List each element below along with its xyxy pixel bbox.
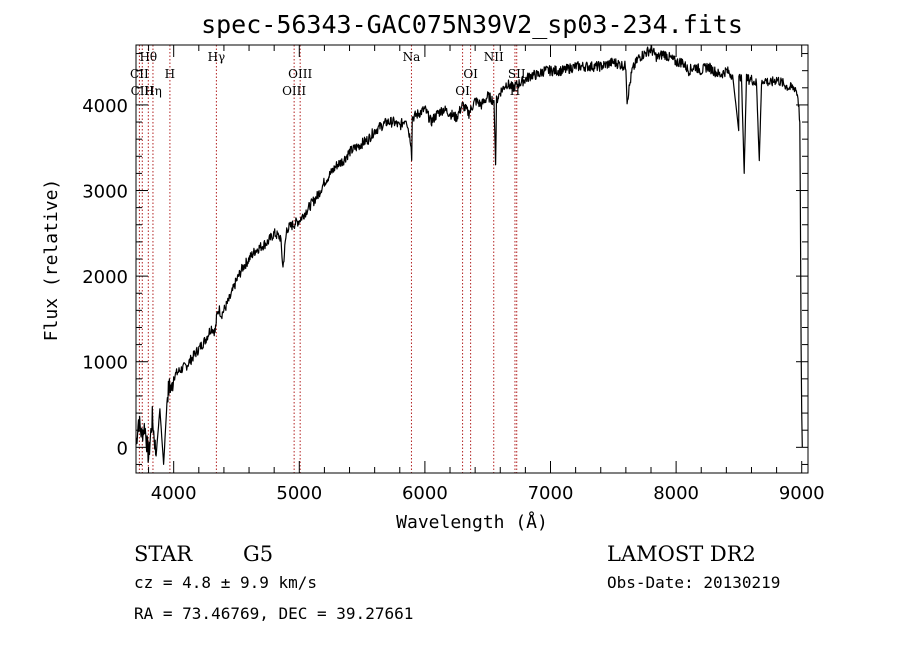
x-axis-label: Wavelength (Å) (396, 511, 548, 533)
spectral-line-label: Hγ (208, 50, 226, 64)
spectral-line-label: OI (455, 84, 470, 98)
y-tick-label: 3000 (82, 182, 128, 203)
sky-coordinates: RA = 73.46769, DEC = 39.27661 (134, 604, 413, 623)
object-class: STAR (134, 542, 193, 566)
y-axis-ticks: 0 1000 2000 3000 4000 (82, 53, 808, 465)
x-tick-label: 9000 (779, 483, 825, 504)
survey-name: LAMOST DR2 (607, 542, 756, 566)
spectral-line-label: OI (463, 67, 478, 81)
spectral-line-label: OIII (282, 84, 306, 98)
x-tick-label: 8000 (653, 483, 699, 504)
chart-title: spec-56343-GAC075N39V2_sp03-234.fits (201, 10, 743, 39)
spectral-line-label: H (165, 67, 175, 81)
y-tick-label: 0 (117, 438, 128, 459)
spectral-line-label: CII (130, 67, 149, 81)
object-subclass: G5 (243, 542, 273, 566)
y-tick-label: 4000 (82, 96, 128, 117)
spectral-line-label: NII (484, 50, 504, 64)
spectral-line-label: SII (508, 67, 526, 81)
spectrum-series-line (135, 45, 803, 465)
x-tick-label: 5000 (276, 483, 322, 504)
spectral-line-label: Na (403, 50, 421, 64)
x-tick-label: 4000 (151, 483, 197, 504)
spectral-line-label: OIII (288, 67, 312, 81)
observation-date: Obs-Date: 20130219 (607, 573, 780, 592)
spectral-line-label: Hη (144, 84, 162, 98)
y-axis-label: Flux (relative) (41, 179, 62, 342)
y-tick-label: 1000 (82, 353, 128, 374)
spectral-line-label: Hθ (139, 50, 157, 64)
x-tick-label: 7000 (528, 483, 574, 504)
x-tick-label: 6000 (402, 483, 448, 504)
redshift-cz: cz = 4.8 ± 9.9 km/s (134, 573, 317, 592)
x-axis-ticks: 4000 5000 6000 7000 8000 9000 (148, 45, 825, 504)
y-tick-label: 2000 (82, 267, 128, 288)
